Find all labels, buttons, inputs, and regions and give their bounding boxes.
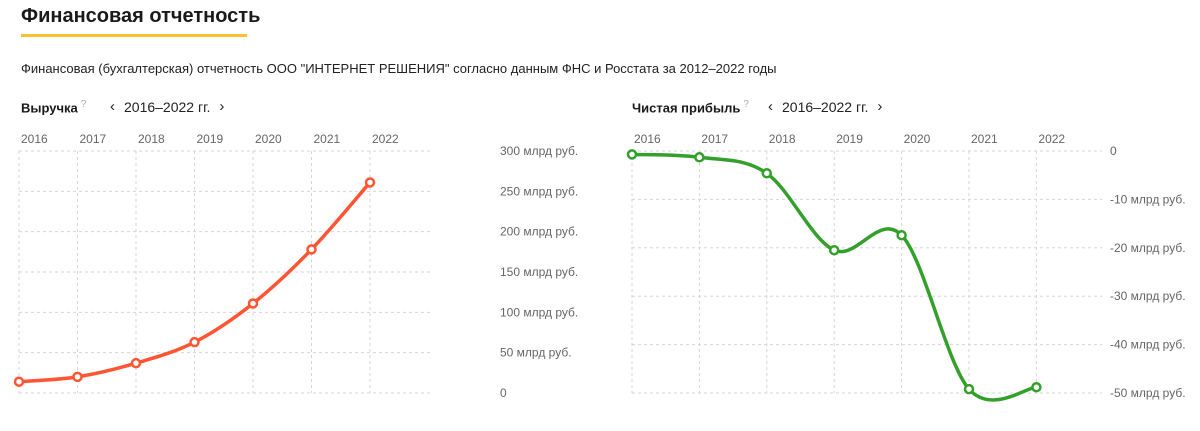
profit-chart: 0 -10 млрд руб. -20 млрд руб. -30 млрд руб.… [626, 132, 1186, 402]
y-tick-label: 0 [500, 386, 507, 400]
y-tick-label: 200 млрд руб. [500, 225, 578, 239]
x-tick-label: 2020 [255, 132, 282, 146]
x-tick-label: 2019 [836, 132, 863, 146]
y-tick-label: -20 млрд руб. [1110, 241, 1186, 255]
y-tick-label: -40 млрд руб. [1110, 338, 1186, 352]
data-point [306, 244, 317, 255]
data-point [130, 357, 142, 369]
profit-period-selector: ‹ 2016–2022 гг. › [765, 98, 885, 115]
x-tick-label: 2017 [80, 132, 107, 146]
y-tick-label: 300 млрд руб. [500, 144, 578, 158]
data-point [72, 371, 83, 383]
data-point [189, 336, 200, 348]
x-tick-label: 2021 [314, 132, 341, 146]
revenue-chart-title: Выручка? [21, 99, 86, 115]
x-tick-label: 2021 [971, 132, 998, 146]
data-point [761, 168, 773, 179]
data-point [828, 244, 840, 256]
data-point [896, 229, 907, 241]
help-icon[interactable]: ? [743, 99, 749, 110]
chevron-right-icon[interactable]: › [219, 98, 225, 115]
y-tick-label: 150 млрд руб. [500, 265, 578, 279]
y-tick-label: 50 млрд руб. [500, 346, 572, 360]
x-tick-label: 2016 [21, 132, 48, 146]
y-tick-label: 0 [1110, 144, 1117, 158]
data-point [247, 298, 259, 309]
page-title: Финансовая отчетность [21, 5, 261, 27]
y-tick-label: -30 млрд руб. [1110, 289, 1186, 303]
x-tick-label: 2018 [769, 132, 796, 146]
x-tick-label: 2020 [904, 132, 931, 146]
chevron-left-icon[interactable]: ‹ [110, 98, 115, 115]
profit-title-text: Чистая прибыль [632, 100, 741, 116]
y-tick-label: 250 млрд руб. [500, 184, 578, 198]
x-tick-label: 2022 [372, 132, 399, 146]
x-tick-label: 2016 [634, 132, 661, 146]
chevron-right-icon[interactable]: › [877, 98, 883, 115]
title-underline [21, 34, 247, 37]
x-tick-label: 2018 [138, 132, 165, 146]
x-tick-label: 2022 [1038, 132, 1065, 146]
x-tick-label: 2019 [197, 132, 224, 146]
y-tick-label: -10 млрд руб. [1110, 192, 1186, 206]
revenue-title-text: Выручка [21, 100, 78, 116]
page-subtitle: Финансовая (бухгалтерская) отчетность ОО… [21, 61, 777, 76]
y-tick-label: 100 млрд руб. [500, 305, 578, 319]
data-point [1031, 381, 1042, 393]
chevron-left-icon[interactable]: ‹ [768, 98, 773, 115]
profit-period-label: 2016–2022 гг. [782, 98, 869, 115]
data-point [13, 376, 25, 387]
data-point [963, 383, 975, 395]
data-point [626, 149, 638, 160]
data-point [364, 177, 376, 188]
y-tick-label: -50 млрд руб. [1110, 386, 1186, 400]
revenue-chart: 300 млрд руб. 250 млрд руб. 200 млрд руб. 1… [13, 132, 578, 400]
revenue-period-label: 2016–2022 гг. [124, 98, 211, 115]
help-icon[interactable]: ? [80, 99, 87, 110]
data-point [694, 152, 705, 163]
x-tick-label: 2017 [701, 132, 728, 146]
profit-chart-title: Чистая прибыль? [632, 99, 749, 115]
revenue-period-selector: ‹ 2016–2022 гг. › [107, 98, 227, 115]
